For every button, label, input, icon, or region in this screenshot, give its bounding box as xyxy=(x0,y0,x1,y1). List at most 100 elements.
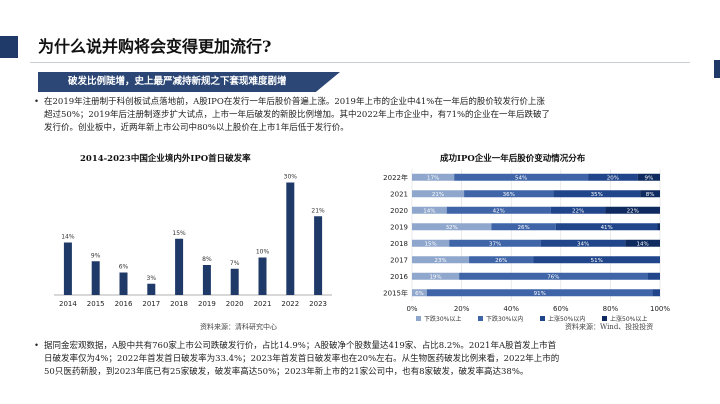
segment-label-3-2: 41% xyxy=(601,225,613,231)
bar-label-2020: 7% xyxy=(230,260,240,267)
segment-6-0 xyxy=(412,272,460,280)
segment-5-1 xyxy=(469,256,534,264)
legend-swatch-1 xyxy=(478,316,483,321)
bullet1-line3: 发行价。创业板中，近两年新上市公司中80%以上股价在上市1年后低于发行价。 xyxy=(44,123,349,133)
segment-1-0 xyxy=(412,190,465,198)
bar-2021 xyxy=(258,257,267,295)
section-banner: 破发比例陡增，史上最严减持新规之下套现难度剧增 xyxy=(38,72,340,92)
x-tick-5: 100% xyxy=(650,305,670,313)
segment-7-0 xyxy=(412,289,427,297)
x-tick-2023: 2023 xyxy=(309,300,327,308)
segment-4-2 xyxy=(540,239,626,247)
left-chart-source: 资料来源：清科研究中心 xyxy=(200,323,277,331)
segment-0-2 xyxy=(588,173,638,181)
bar-2023 xyxy=(314,216,323,295)
y-tick-7: 2015年 xyxy=(383,288,408,297)
segment-label-4-3: 14% xyxy=(637,241,649,247)
x-tick-4: 80% xyxy=(603,305,619,313)
segment-label-4-2: 34% xyxy=(577,241,589,247)
segment-label-5-2: 51% xyxy=(591,258,603,264)
segment-label-0-3: 9% xyxy=(644,175,653,181)
header-accent-bar xyxy=(0,36,18,58)
bar-2014 xyxy=(63,242,72,295)
x-tick-2019: 2019 xyxy=(198,300,216,308)
bullet1-line2: 超过50%；2019年后注册制逐步扩大试点，上市一年后破发的新股比例增加。其中2… xyxy=(44,110,551,120)
segment-1-2 xyxy=(553,190,641,198)
x-tick-2022: 2022 xyxy=(281,300,299,308)
x-tick-2018: 2018 xyxy=(170,300,188,308)
x-tick-3: 60% xyxy=(553,305,569,313)
bar-label-2021: 10% xyxy=(256,249,270,256)
y-tick-0: 2022年 xyxy=(383,173,408,182)
x-tick-2020: 2020 xyxy=(226,300,244,308)
segment-label-1-3: 8% xyxy=(646,192,655,198)
segment-label-2-2: 22% xyxy=(572,208,584,214)
segment-4-3 xyxy=(625,239,660,247)
segment-0-0 xyxy=(412,173,455,181)
x-tick-0: 0% xyxy=(406,305,417,313)
bullet2-line1: 据同金宏观数据，A股中共有760家上市公司跌破发行价，占比14.9%；A股破净个… xyxy=(44,341,557,351)
segment-0-1 xyxy=(454,173,589,181)
bar-label-2015: 9% xyxy=(91,252,101,259)
y-tick-4: 2018 xyxy=(390,240,408,248)
y-tick-3: 2019 xyxy=(390,223,408,231)
segment-2-2 xyxy=(550,206,606,214)
segment-1-1 xyxy=(464,190,554,198)
segment-2-3 xyxy=(605,206,660,214)
segment-4-1 xyxy=(449,239,541,247)
segment-label-4-1: 37% xyxy=(489,241,501,247)
segment-5-0 xyxy=(412,256,470,264)
segment-label-1-1: 36% xyxy=(503,192,515,198)
bar-label-2017: 3% xyxy=(147,275,157,282)
segment-label-2-0: 14% xyxy=(423,208,435,214)
bullet2-line2: 日破发率仅为4%；2022年首发首日破发率为33.4%；2023年首发首日破发率… xyxy=(44,354,560,364)
segment-label-0-2: 20% xyxy=(607,175,619,181)
segment-6-2 xyxy=(647,272,660,280)
segment-4-0 xyxy=(412,239,450,247)
legend-label-1: 下跌30%以内 xyxy=(486,315,523,323)
left-chart-title: 2014-2023中国企业境内外IPO首日破发率 xyxy=(80,154,251,164)
bar-label-2019: 8% xyxy=(202,256,212,263)
segment-label-1-2: 35% xyxy=(591,192,603,198)
x-tick-2014: 2014 xyxy=(59,300,77,308)
legend-label-0: 下跌30%以上 xyxy=(424,315,461,323)
legend-label-2: 上涨50%以内 xyxy=(548,315,585,323)
bullet-paragraph-2: 据同金宏观数据，A股中共有760家上市公司跌破发行价，占比14.9%；A股破净个… xyxy=(34,340,560,379)
bullet-paragraph-1: 在2019年注册制于科创板试点落地前，A股IPO在发行一年后股价普遍上涨。201… xyxy=(34,96,551,135)
bar-2020 xyxy=(230,268,239,295)
segment-label-0-1: 54% xyxy=(515,175,527,181)
x-tick-2017: 2017 xyxy=(142,300,160,308)
x-tick-2: 40% xyxy=(503,305,519,313)
bar-label-2016: 6% xyxy=(119,264,129,271)
right-chart-title: 成功IPO企业一年后股价变动情况分布 xyxy=(440,154,586,164)
segment-5-2 xyxy=(533,256,660,264)
right-stacked-bar-chart: 0% 20% 40% 60% 80% 100% 2022年 17% 54% 20% 9% 2021 21… xyxy=(383,169,670,323)
bullet1-line1: 在2019年注册制于科创板试点落地前，A股IPO在发行一年后股价普遍上涨。201… xyxy=(44,97,545,107)
segment-label-7-1: 91% xyxy=(534,291,546,297)
legend-swatch-2 xyxy=(540,316,545,321)
bar-label-2023: 21% xyxy=(311,207,325,214)
legend-swatch-3 xyxy=(602,316,607,321)
segment-3-3 xyxy=(657,223,660,231)
bar-2016 xyxy=(119,272,128,295)
segment-label-5-0: 23% xyxy=(434,258,446,264)
segment-2-0 xyxy=(412,206,447,214)
bar-2019 xyxy=(202,265,211,295)
bar-label-2014: 14% xyxy=(61,234,75,241)
bar-2022 xyxy=(286,182,295,295)
bullet2-line3: 50只医药新股，到2023年底已有25家破发，破发率高达50%；2023年新上市… xyxy=(44,367,529,377)
segment-label-3-0: 32% xyxy=(446,225,458,231)
y-tick-1: 2021 xyxy=(390,190,408,198)
right-accent-bar xyxy=(714,60,720,78)
right-chart-source: 资料来源：Wind、投投投资 xyxy=(565,323,654,331)
segment-label-6-1: 76% xyxy=(547,274,559,280)
segment-label-2-3: 22% xyxy=(627,208,639,214)
page-title: 为什么说并购将会变得更加流行? xyxy=(38,37,272,56)
x-tick-2015: 2015 xyxy=(87,300,105,308)
bar-2018 xyxy=(175,238,184,295)
segment-6-1 xyxy=(459,272,648,280)
y-tick-6: 2016 xyxy=(390,273,408,281)
bar-2017 xyxy=(147,283,156,295)
segment-1-3 xyxy=(640,190,660,198)
legend-label-3: 上涨50%以上 xyxy=(610,315,647,323)
